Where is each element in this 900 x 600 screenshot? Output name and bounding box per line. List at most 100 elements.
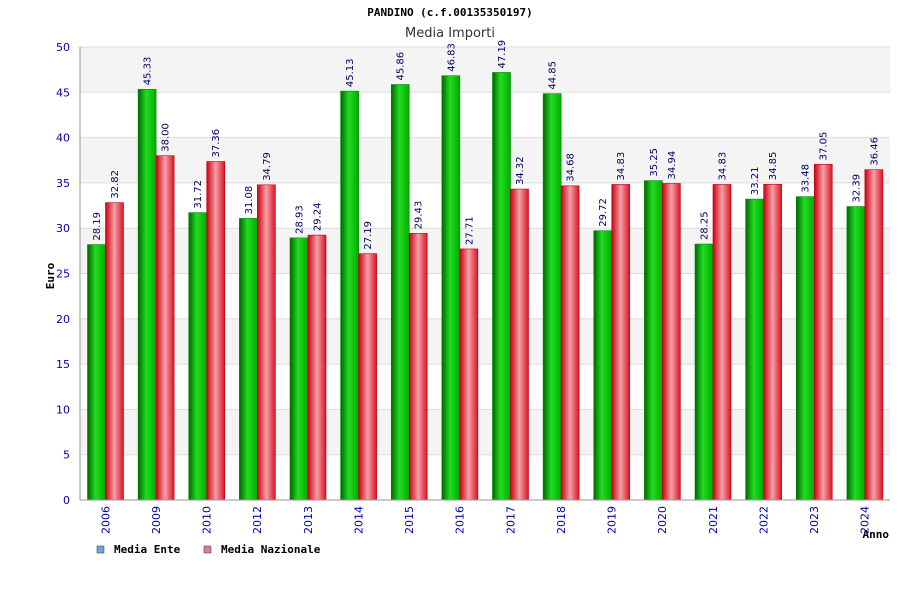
x-tick-label: 2020	[656, 506, 669, 534]
x-tick-label: 2012	[251, 506, 264, 534]
bar-media-nazionale-2019	[611, 184, 631, 501]
bar-media-nazionale-2016	[459, 248, 479, 501]
y-axis-label: Euro	[44, 262, 57, 289]
y-tick-label: 30	[56, 222, 70, 235]
value-label: 34.85	[768, 152, 779, 181]
chart-title: PANDINO (c.f.00135350197)	[367, 6, 533, 19]
x-tick-label: 2015	[403, 506, 416, 534]
bars	[87, 72, 884, 501]
x-tick-label: 2013	[302, 506, 315, 534]
bar-media-ente-2018	[542, 93, 562, 501]
value-label: 28.19	[92, 212, 103, 241]
value-label: 34.83	[718, 152, 729, 181]
value-label: 27.71	[464, 216, 475, 245]
value-label: 34.32	[515, 156, 526, 185]
bar-media-ente-2016	[441, 75, 461, 501]
value-label: 28.25	[700, 211, 711, 240]
value-label: 44.85	[548, 61, 559, 90]
value-label: 32.39	[851, 174, 862, 203]
value-label: 31.72	[193, 180, 204, 209]
bar-media-nazionale-2017	[510, 188, 529, 501]
y-tick-label: 40	[56, 132, 70, 145]
value-label: 37.36	[211, 129, 222, 158]
value-label: 32.82	[110, 170, 121, 199]
bar-media-nazionale-2006	[105, 202, 124, 501]
value-label: 38.00	[161, 123, 172, 152]
value-label: 27.19	[363, 221, 374, 250]
bar-media-nazionale-2014	[358, 253, 377, 501]
x-tick-label: 2022	[757, 506, 770, 534]
bar-media-nazionale-2023	[813, 164, 833, 501]
x-tick-label: 2016	[454, 506, 467, 534]
plot-band	[80, 92, 890, 138]
x-tick-label: 2021	[707, 506, 720, 534]
legend-swatch-media-ente	[96, 545, 105, 554]
value-label: 46.83	[446, 43, 457, 72]
value-label: 47.19	[497, 40, 508, 69]
bar-media-ente-2015	[390, 84, 410, 501]
bar-media-nazionale-2013	[307, 234, 327, 501]
legend-label-media-nazionale: Media Nazionale	[221, 543, 321, 556]
bar-media-ente-2024	[846, 206, 866, 501]
value-label: 34.94	[667, 151, 678, 180]
value-label: 34.83	[616, 152, 627, 181]
y-tick-label: 25	[56, 268, 70, 281]
y-tick-label: 5	[63, 449, 70, 462]
bar-media-ente-2023	[795, 196, 815, 501]
value-label: 31.08	[244, 186, 255, 215]
value-labels: 28.19 32.82 45.33 38.00 31.72 37.36 31.08 34.79…	[92, 40, 880, 250]
value-label: 37.05	[819, 132, 830, 161]
bar-media-nazionale-2020	[662, 183, 681, 501]
y-tick-label: 35	[56, 177, 70, 190]
bar-media-nazionale-2009	[155, 155, 175, 501]
bar-media-ente-2022	[745, 198, 764, 501]
value-label: 35.25	[649, 148, 660, 177]
value-label: 34.79	[262, 152, 273, 181]
value-label: 33.48	[801, 164, 812, 193]
bar-media-ente-2020	[644, 180, 663, 501]
value-label: 29.24	[313, 202, 324, 231]
y-tick-label: 15	[56, 358, 70, 371]
bar-media-nazionale-2022	[763, 183, 782, 501]
axes: 0 5 10 15 20 25 30 35 40 45 50 2006 2009 2010 2012 2013…	[56, 41, 890, 534]
y-tick-label: 10	[56, 403, 70, 416]
x-tick-label: 2017	[504, 506, 517, 534]
legend: Media Ente Media Nazionale	[96, 543, 321, 556]
y-tick-label: 20	[56, 313, 70, 326]
bar-media-nazionale-2012	[257, 184, 276, 501]
legend-swatch-media-nazionale	[203, 545, 212, 554]
value-label: 45.13	[345, 58, 356, 87]
value-label: 33.21	[750, 166, 761, 195]
value-label: 45.33	[143, 57, 154, 86]
x-axis-label: Anno	[863, 528, 890, 541]
bar-media-ente-2012	[239, 218, 258, 501]
bar-media-ente-2014	[340, 90, 359, 501]
bar-media-ente-2009	[137, 89, 157, 501]
y-tick-label: 50	[56, 41, 70, 54]
bar-media-nazionale-2018	[560, 185, 580, 501]
legend-label-media-ente: Media Ente	[114, 543, 181, 556]
bar-media-nazionale-2024	[864, 169, 884, 501]
bar-media-ente-2013	[289, 237, 309, 501]
chart-subtitle: Media Importi	[405, 26, 495, 41]
x-tick-label: 2006	[99, 506, 112, 534]
bar-media-nazionale-2015	[408, 233, 428, 501]
bar-media-ente-2019	[593, 230, 613, 501]
value-label: 36.46	[869, 137, 880, 166]
y-tick-label: 45	[56, 86, 70, 99]
x-tick-label: 2023	[808, 506, 821, 534]
x-tick-label: 2010	[201, 506, 214, 534]
x-tick-label: 2024	[859, 506, 872, 534]
value-label: 28.93	[295, 205, 306, 234]
value-label: 45.86	[396, 52, 407, 81]
bar-media-nazionale-2010	[206, 161, 226, 501]
x-tick-label: 2014	[352, 506, 365, 534]
value-label: 29.43	[414, 201, 425, 230]
value-label: 34.68	[566, 153, 577, 182]
bar-media-ente-2010	[188, 212, 208, 501]
bar-media-nazionale-2021	[712, 184, 732, 501]
x-tick-label: 2019	[606, 506, 619, 534]
value-label: 29.72	[598, 198, 609, 227]
x-tick-label: 2009	[150, 506, 163, 534]
